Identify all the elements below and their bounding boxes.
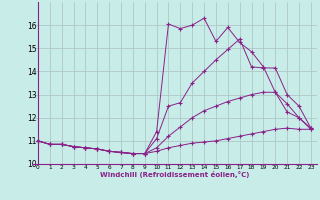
X-axis label: Windchill (Refroidissement éolien,°C): Windchill (Refroidissement éolien,°C) (100, 171, 249, 178)
